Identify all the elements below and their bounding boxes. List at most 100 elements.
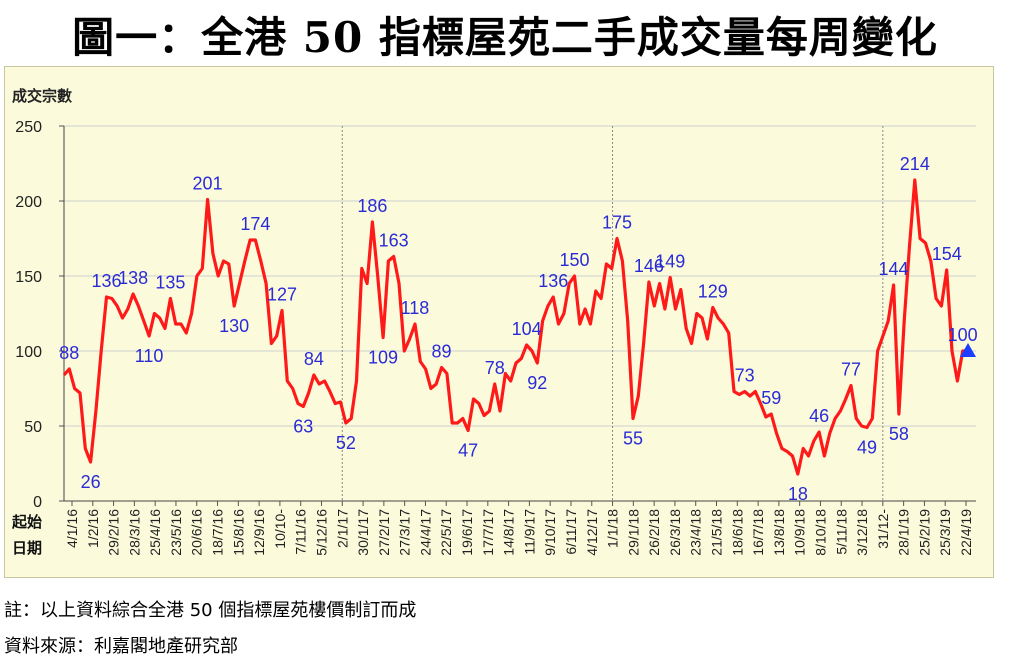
y-tick-label: 50	[24, 419, 42, 436]
x-tick-label: 13/8/18	[771, 509, 787, 556]
x-tick-label: 25/4/16	[147, 509, 163, 556]
data-label: 118	[401, 298, 430, 318]
data-label: 130	[219, 316, 249, 336]
data-label: 26	[81, 472, 101, 492]
data-label: 135	[155, 273, 185, 293]
data-label: 18	[788, 484, 808, 504]
x-tick-label: 26/3/18	[667, 509, 683, 556]
data-label: 163	[379, 231, 409, 251]
data-label: 77	[841, 360, 861, 380]
x-tick-label: 17/7/17	[480, 509, 496, 556]
x-tick-label: 30/1/17	[355, 509, 371, 556]
x-tick-label: 19/6/17	[459, 509, 475, 556]
data-label: 149	[655, 252, 685, 272]
x-tick-label: 15/8/16	[230, 509, 246, 556]
x-tick-label: 25/3/19	[937, 509, 953, 556]
data-label: 109	[368, 348, 398, 368]
x-tick-label: 9/10/17	[542, 509, 558, 556]
chart-note: 註：以上資料綜合全港 50 個指標屋苑樓價制訂而成	[4, 600, 417, 621]
data-label: 174	[240, 214, 270, 234]
x-tick-label: 18/7/16	[210, 509, 226, 556]
data-label: 55	[623, 429, 643, 449]
chart-area	[4, 66, 994, 578]
x-tick-label: 11/9/17	[521, 509, 537, 555]
x-tick-label: 29/2/16	[106, 509, 122, 556]
data-label: 150	[559, 250, 589, 270]
x-tick-label: 10/10-	[272, 509, 288, 549]
data-label: 201	[193, 174, 223, 194]
x-tick-label: 29/1/18	[625, 509, 641, 556]
series-line	[62, 178, 968, 476]
x-tick-label: 23/5/16	[168, 509, 184, 556]
x-tick-label: 12/9/16	[251, 509, 267, 556]
data-label: 100	[948, 325, 978, 345]
x-tick-label: 4/12/17	[584, 509, 600, 556]
x-tick-label: 22/4/19	[958, 509, 974, 556]
x-tick-label: 25/2/19	[916, 509, 932, 556]
data-label: 47	[458, 441, 478, 461]
data-label: 175	[602, 213, 632, 233]
x-tick-label: 22/5/17	[438, 509, 454, 556]
x-tick-label: 5/11/18	[833, 509, 849, 555]
x-tick-label: 24/4/17	[417, 509, 433, 556]
data-source: 資料來源：利嘉閣地產研究部	[4, 636, 238, 657]
data-label: 88	[59, 343, 79, 363]
x-tick-label: 20/6/16	[189, 509, 205, 556]
x-tick-label: 27/2/17	[376, 509, 392, 556]
x-axis-title-line: 日期	[12, 539, 42, 557]
x-tick-label: 6/11/17	[563, 509, 579, 555]
x-tick-label: 2/1/17	[334, 509, 350, 548]
data-label: 154	[932, 244, 962, 264]
data-label: 73	[735, 366, 755, 386]
data-label: 138	[118, 268, 148, 288]
data-label: 186	[357, 196, 387, 216]
y-tick-label: 150	[15, 269, 42, 286]
x-tick-label: 1/2/16	[85, 509, 101, 548]
y-axis-title: 成交宗數	[12, 87, 72, 105]
y-tick-label: 100	[15, 344, 42, 361]
y-tick-label: 0	[33, 494, 42, 511]
x-tick-label: 16/7/18	[750, 509, 766, 556]
data-label: 49	[857, 438, 877, 458]
x-tick-label: 3/12/18	[854, 509, 870, 556]
last-point-marker	[960, 343, 976, 357]
data-label: 92	[527, 373, 547, 393]
data-label: 46	[809, 406, 829, 426]
x-tick-label: 7/11/16	[293, 509, 309, 555]
x-tick-label: 26/2/18	[646, 509, 662, 556]
x-tick-label: 23/4/18	[688, 509, 704, 556]
x-tick-label: 28/1/19	[896, 509, 912, 556]
x-tick-label: 1/1/18	[605, 509, 621, 548]
x-axis-title-line: 起始	[11, 513, 42, 531]
x-tick-label: 27/3/17	[397, 509, 413, 556]
data-label: 144	[879, 259, 909, 279]
data-label: 136	[538, 271, 568, 291]
x-tick-label: 21/5/18	[709, 509, 725, 556]
x-tick-label: 4/1/16	[64, 509, 80, 548]
data-label: 63	[293, 417, 313, 437]
y-tick-label: 200	[15, 194, 42, 211]
data-label: 89	[432, 342, 452, 362]
y-tick-label: 250	[15, 119, 42, 136]
x-tick-label: 5/12/16	[313, 509, 329, 556]
x-tick-label: 8/10/18	[812, 509, 828, 556]
data-label: 146	[634, 256, 664, 276]
chart-title: 圖一：全港 50 指標屋苑二手成交量每周變化	[72, 13, 938, 62]
x-tick-label: 28/3/16	[126, 509, 142, 556]
data-label: 52	[336, 433, 356, 453]
x-tick-label: 31/12-	[875, 509, 891, 549]
data-label: 78	[485, 358, 505, 378]
x-tick-label: 10/9/18	[792, 509, 808, 556]
data-label: 59	[761, 388, 781, 408]
data-label: 127	[267, 285, 297, 305]
x-tick-label: 14/8/17	[501, 509, 517, 556]
data-label: 58	[889, 424, 909, 444]
data-label: 136	[92, 271, 122, 291]
data-label: 129	[698, 282, 728, 302]
x-tick-label: 18/6/18	[729, 509, 745, 556]
data-label: 214	[900, 154, 930, 174]
data-label: 110	[135, 346, 164, 366]
data-label: 104	[512, 319, 542, 339]
data-label: 84	[304, 349, 324, 369]
